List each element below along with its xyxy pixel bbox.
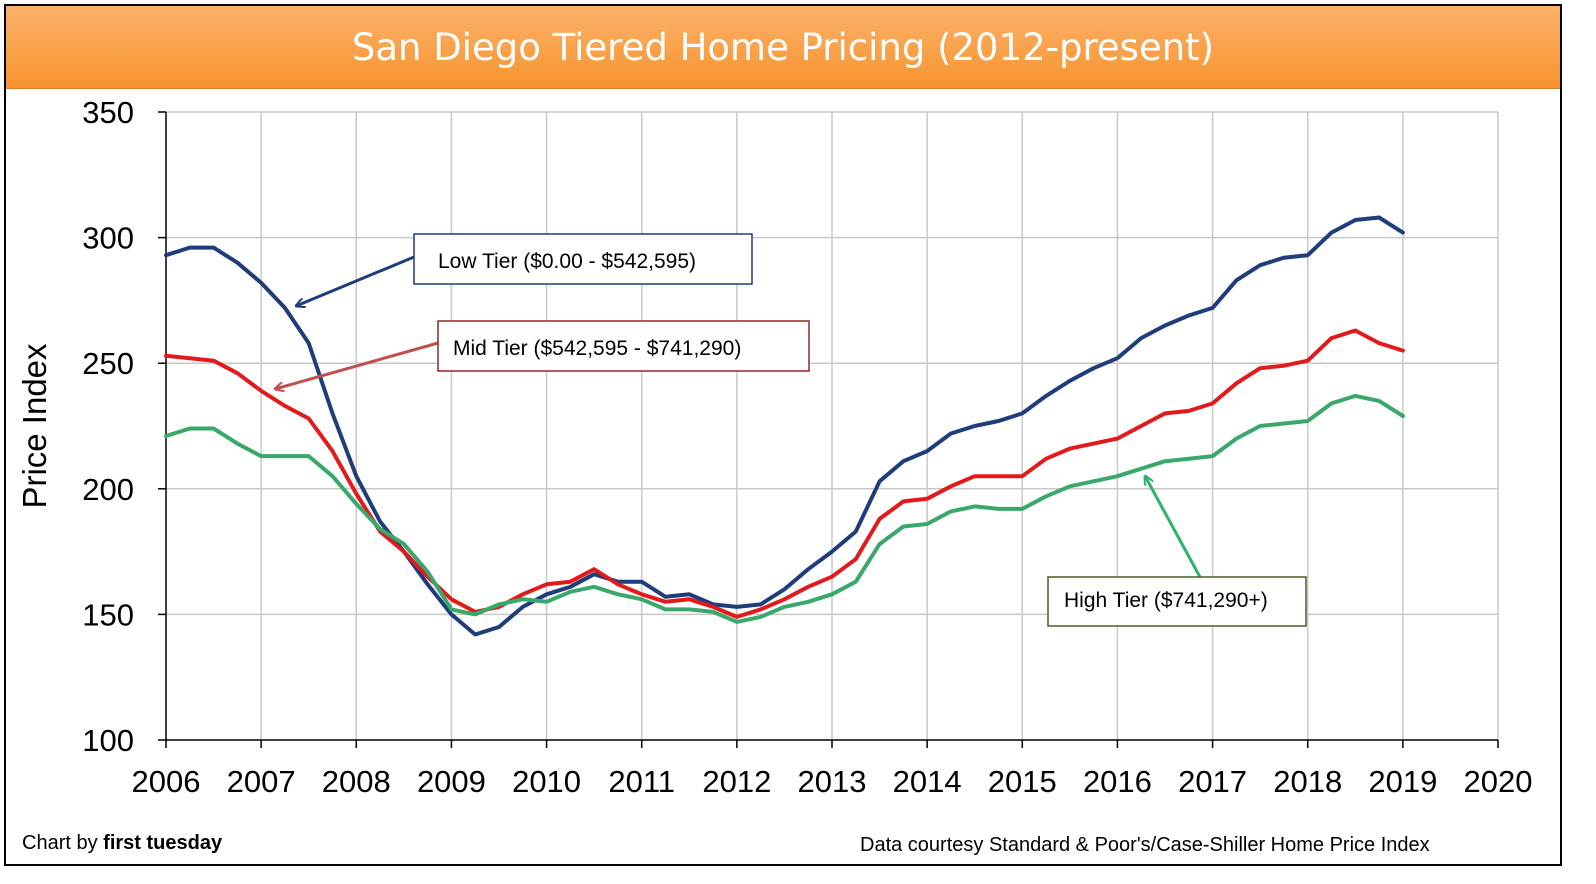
y-tick-label: 300: [82, 221, 134, 256]
chart-title: San Diego Tiered Home Pricing (2012-pres…: [351, 25, 1215, 69]
x-tick-label: 2011: [608, 764, 675, 799]
y-tick-label: 150: [82, 597, 134, 632]
title-bar: San Diego Tiered Home Pricing (2012-pres…: [6, 6, 1560, 89]
annotation-box-2: [1047, 576, 1307, 627]
footer-credit-brand: first tuesday: [103, 832, 223, 854]
annotation-label-1: Mid Tier ($542,595 - $741,290): [453, 337, 741, 360]
x-tick-label: 2009: [417, 764, 486, 799]
footer-credit: Chart by first tuesday: [22, 832, 222, 855]
x-tick-label: 2014: [893, 764, 962, 799]
x-tick-label: 2010: [512, 764, 581, 799]
x-tick-label: 2019: [1368, 764, 1437, 799]
y-tick-label: 200: [82, 472, 134, 507]
x-tick-label: 2012: [702, 764, 771, 799]
x-tick-label: 2015: [988, 764, 1057, 799]
footer-credit-prefix: Chart by: [22, 832, 104, 854]
annotation-box-0: [413, 233, 753, 285]
annotation-label-2: High Tier ($741,290+): [1064, 589, 1268, 612]
annotation-arrow-0: [296, 255, 415, 306]
x-tick-label: 2013: [798, 764, 867, 799]
annotation-arrow-1: [275, 341, 439, 389]
annotation-arrow-2: [1145, 476, 1202, 578]
y-tick-label: 100: [82, 723, 134, 758]
y-tick-label: 350: [82, 95, 134, 130]
series-line-0: [164, 215, 1405, 637]
x-tick-label: 2016: [1083, 764, 1152, 799]
x-tick-label: 2020: [1464, 764, 1533, 799]
series-line-1: [164, 328, 1405, 619]
y-axis-label: Price Index: [16, 343, 53, 509]
series-line-2: [164, 393, 1405, 624]
footer-source: Data courtesy Standard & Poor's/Case-Shi…: [860, 834, 1430, 856]
x-tick-label: 2007: [227, 764, 296, 799]
x-tick-label: 2008: [322, 764, 391, 799]
chart-frame: San Diego Tiered Home Pricing (2012-pres…: [4, 4, 1562, 866]
x-tick-label: 2006: [132, 764, 201, 799]
annotation-label-0: Low Tier ($0.00 - $542,595): [438, 250, 696, 273]
x-tick-label: 2018: [1273, 764, 1342, 799]
y-tick-label: 250: [82, 346, 134, 381]
x-tick-label: 2017: [1178, 764, 1247, 799]
annotation-box-1: [437, 320, 810, 372]
